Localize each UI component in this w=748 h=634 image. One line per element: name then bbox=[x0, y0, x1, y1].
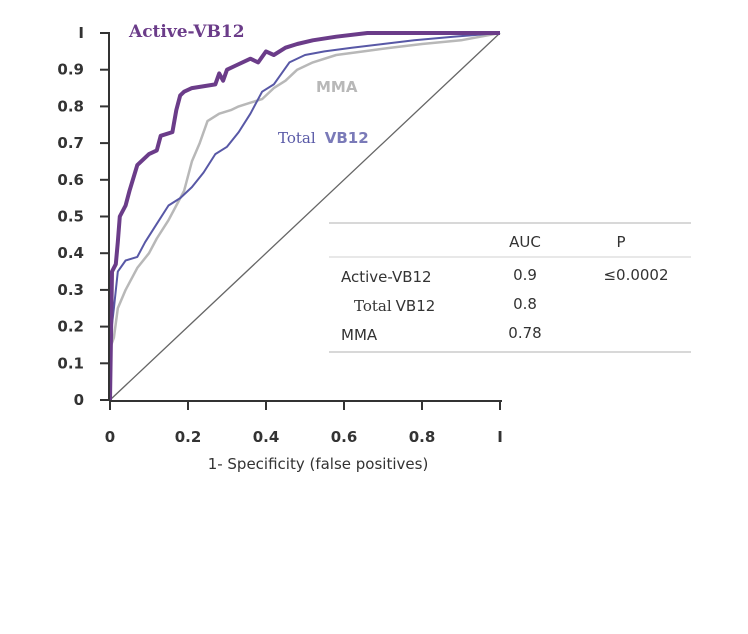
x-tick-group: 0 0.2 0.4 0.6 0.8 I bbox=[105, 401, 503, 446]
table-row-auc-total: 0.8 bbox=[513, 295, 537, 313]
y-tick-label: 0.1 bbox=[57, 354, 84, 372]
x-tick-label: 0.2 bbox=[175, 428, 202, 446]
row-total-name-suffix: VB12 bbox=[396, 297, 436, 315]
table-row-name-mma: MMA bbox=[341, 326, 378, 344]
auc-table: AUC P Active-VB12 0.9 ≤0.0002 Total VB12 … bbox=[329, 222, 691, 353]
x-tick-label: 0.4 bbox=[253, 428, 280, 446]
series-layer bbox=[108, 31, 501, 401]
row-total-name-main: Total bbox=[354, 297, 392, 315]
table-row-auc-mma: 0.78 bbox=[508, 324, 541, 342]
y-tick-label: 0.2 bbox=[57, 318, 84, 336]
x-tick-label: 0.6 bbox=[331, 428, 358, 446]
total-vb12-label-bold: VB12 bbox=[325, 129, 369, 147]
mma-roc-line bbox=[108, 31, 501, 350]
active-vb12-series-label: Active-VB12 bbox=[128, 22, 245, 42]
y-tick-label: 0 bbox=[74, 391, 84, 409]
y-tick-label: 0.5 bbox=[57, 208, 84, 226]
table-row-p-active: ≤0.0002 bbox=[603, 266, 668, 284]
total-vb12-roc-line bbox=[109, 32, 501, 342]
y-tick-label: 0.9 bbox=[57, 61, 84, 79]
table-row-auc-active: 0.9 bbox=[513, 266, 537, 284]
x-tick-label: I bbox=[497, 428, 503, 446]
x-axis-label: 1- Specificity (false positives) bbox=[208, 455, 429, 473]
total-vb12-series-label: Total VB12 bbox=[278, 128, 369, 147]
y-tick-label: 0.7 bbox=[57, 134, 84, 152]
x-tick-label: 0.8 bbox=[409, 428, 436, 446]
active-vb12-roc-line bbox=[108, 31, 500, 401]
total-vb12-label-main: Total bbox=[278, 129, 316, 147]
x-tick-label: 0 bbox=[105, 428, 115, 446]
row-active-name-main: Active- bbox=[341, 268, 392, 286]
y-tick-label: 0.4 bbox=[57, 244, 84, 262]
table-row-name-active: Active-VB12 bbox=[341, 268, 432, 286]
table-row-name-total: Total VB12 bbox=[354, 297, 435, 315]
y-tick-label: 0.3 bbox=[57, 281, 84, 299]
table-header-p: P bbox=[616, 233, 625, 251]
table-header-auc: AUC bbox=[509, 233, 541, 251]
mma-series-label: MMA bbox=[316, 78, 358, 96]
y-tick-label: 0.6 bbox=[57, 171, 84, 189]
y-tick-label: I bbox=[78, 24, 84, 42]
y-tick-label: 0.8 bbox=[57, 97, 84, 115]
row-active-name-suffix: VB12 bbox=[392, 268, 432, 286]
y-tick-group: 0 0.1 0.2 0.3 0.4 0.5 0.6 0.7 0.8 0.9 I bbox=[57, 24, 109, 409]
reference-diagonal-line bbox=[109, 32, 501, 401]
